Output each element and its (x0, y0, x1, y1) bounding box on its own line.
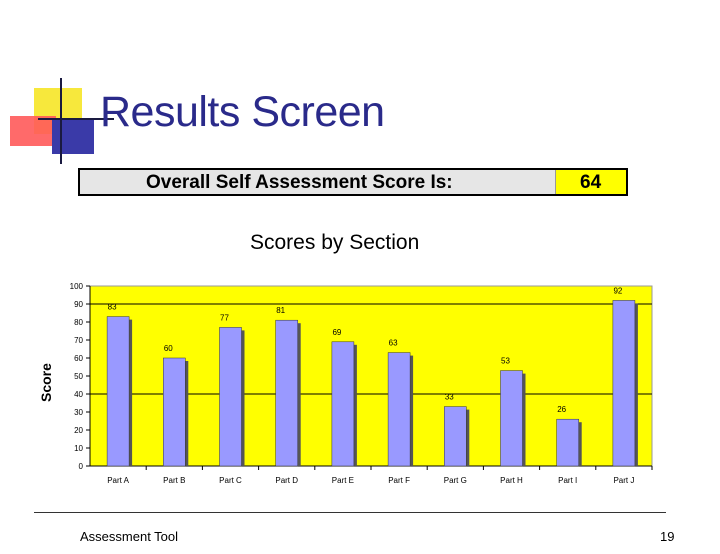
overall-score-cell: 64 (555, 170, 626, 194)
footer-divider (34, 512, 666, 513)
bar-value-label: 63 (389, 339, 398, 348)
x-tick-label: Part B (163, 476, 185, 485)
bar-value-label: 33 (445, 393, 454, 402)
y-tick-label: 70 (74, 336, 83, 345)
bar-value-label: 77 (220, 313, 229, 322)
y-tick-label: 30 (74, 408, 83, 417)
x-tick-label: Part F (388, 476, 410, 485)
y-tick-label: 100 (70, 282, 84, 291)
x-tick-label: Part D (275, 476, 298, 485)
bar-value-label: 69 (332, 328, 341, 337)
bar-chart: 0 10 20 30 40 50 60 70 80 90 100 83 Part A 60 Part B 77… (70, 282, 653, 485)
y-tick-label: 80 (74, 318, 83, 327)
y-tick-label: 0 (79, 462, 84, 471)
x-tick-label: Part J (613, 476, 634, 485)
bar (556, 418, 579, 467)
decor-red-bar (10, 116, 56, 146)
page-number: 19 (660, 529, 675, 544)
bar (387, 352, 411, 467)
bar (612, 300, 636, 467)
bar-value-label: 60 (164, 344, 173, 353)
footer-text: Assessment Tool (80, 529, 179, 544)
x-tick-label: Part A (107, 476, 129, 485)
bar (331, 341, 355, 467)
x-tick-label: Part G (444, 476, 467, 485)
bar (444, 406, 467, 467)
overall-score-box: Overall Self Assessment Score Is: 64 (78, 168, 628, 196)
y-axis-label: Score (38, 363, 54, 402)
bar (106, 316, 130, 467)
y-tick-label: 40 (74, 390, 83, 399)
x-tick-label: Part H (500, 476, 523, 485)
y-tick-label: 50 (74, 372, 83, 381)
chart-title: Scores by Section (250, 231, 420, 254)
bar-value-label: 92 (613, 286, 622, 295)
y-tick-label: 10 (74, 444, 83, 453)
x-tick-label: Part E (332, 476, 354, 485)
y-tick-label: 60 (74, 354, 83, 363)
decor-horizontal-line (38, 118, 114, 120)
bar (500, 370, 523, 467)
overall-score-value: 64 (580, 172, 602, 193)
y-tick-label: 20 (74, 426, 83, 435)
decor-blue-square (52, 120, 94, 154)
bar-value-label: 53 (501, 357, 510, 366)
y-tick-label: 90 (74, 300, 83, 309)
overall-score-label: Overall Self Assessment Score Is: (146, 172, 453, 193)
bar-value-label: 81 (276, 306, 285, 315)
decor-vertical-line (60, 78, 62, 164)
slide-title: Results Screen (100, 88, 385, 136)
bar (163, 357, 186, 467)
bar (219, 327, 242, 467)
x-tick-label: Part I (558, 476, 577, 485)
x-tick-label: Part C (219, 476, 242, 485)
bar-value-label: 83 (108, 303, 117, 312)
bar (275, 319, 298, 467)
bar-value-label: 26 (557, 405, 566, 414)
